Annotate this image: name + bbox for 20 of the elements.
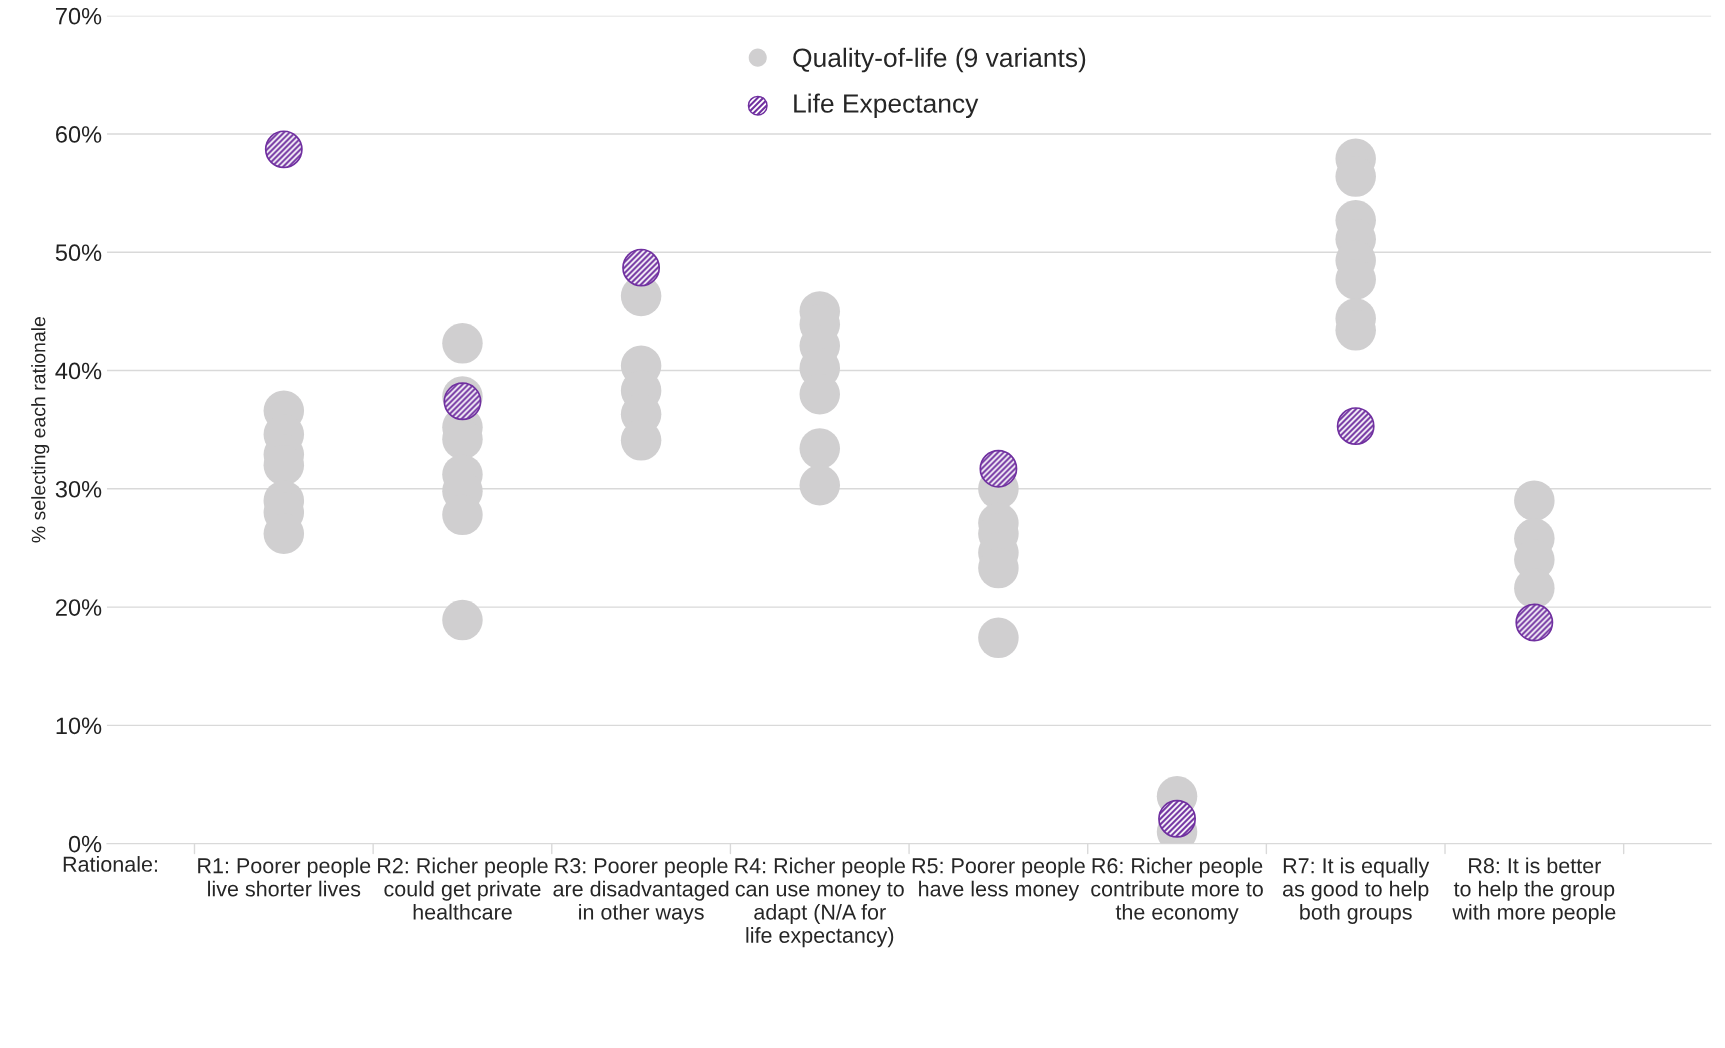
- x-tick-label: R1: Poorer people live shorter lives: [198, 857, 371, 897]
- legend-label: Quality-of-life (9 variants): [793, 47, 1086, 73]
- y-tick-label: 40%: [55, 362, 102, 380]
- y-axis-title: % selecting each rationale: [31, 317, 50, 543]
- x-tick-label: R8: It is better to help the group with more people: [1452, 857, 1616, 924]
- y-tick-label: 0%: [68, 835, 102, 853]
- y-tick-label: 50%: [55, 244, 102, 262]
- y-tick-label: 60%: [56, 126, 102, 143]
- y-tick-label: 30%: [55, 480, 102, 498]
- x-tick-label: R5: Poorer people have less money: [912, 857, 1085, 901]
- x-tick-label: R6: Richer people contribute more to the economy: [1091, 857, 1263, 924]
- y-tick-label: 20%: [56, 599, 102, 616]
- legend-label: Life Expectancy: [794, 93, 979, 119]
- y-tick-label: 70%: [56, 7, 102, 25]
- x-tick-label: R3: Poorer people are disadvantaged in other ways: [553, 857, 729, 924]
- x-tick-label: R2: Richer people could get private healthcare: [378, 857, 548, 920]
- y-tick-label: 10%: [56, 717, 102, 735]
- text: Rationale:: [63, 856, 157, 872]
- x-tick-label: R4: Richer people can use money to adapt (N/A for life expectancy): [735, 857, 905, 948]
- x-tick-label: R7: It is equally as good to help both groups: [1283, 857, 1430, 924]
